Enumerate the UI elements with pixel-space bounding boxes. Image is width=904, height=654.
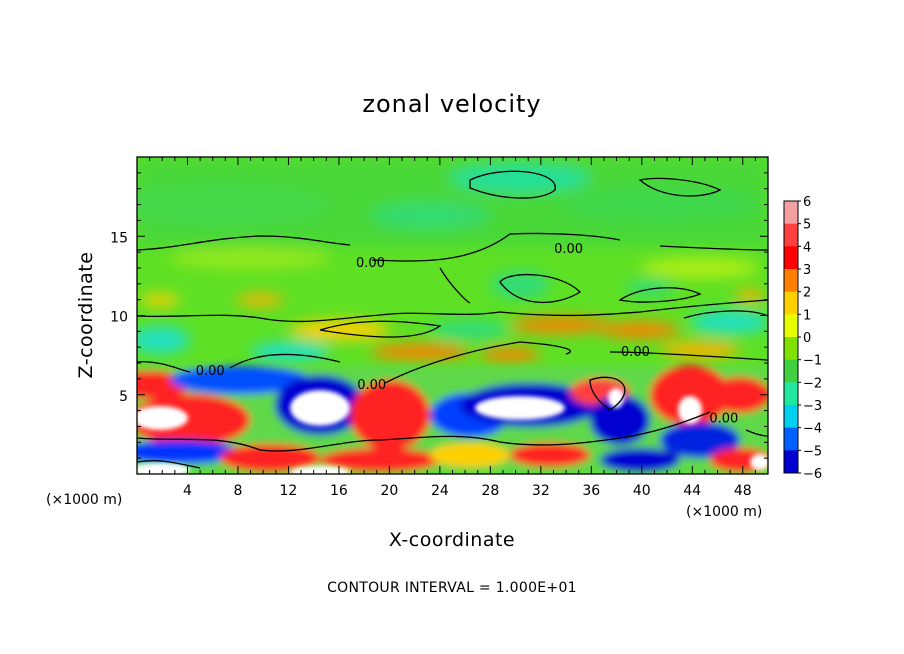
chart-title: zonal velocity [362,90,541,118]
colorbar-tick-label: 4 [803,240,811,255]
contour-labels: 0.00 0.00 0.00 0.00 0.00 0.00 [196,242,739,427]
contour-label: 0.00 [554,242,583,257]
colorbar-tick-label: 6 [803,195,811,210]
colorbar-frame [783,200,799,474]
colorbar-tick-label: −6 [803,467,822,482]
contour-interval-note: CONTOUR INTERVAL = 1.000E+01 [327,580,577,596]
contour-label: 0.00 [709,412,738,427]
x-unit-label-left: (×1000 m) [46,492,122,508]
x-tick-label: 28 [481,483,499,499]
x-tick-label: 20 [380,483,398,499]
colorbar-segment [784,337,798,361]
colorbar-segment [784,201,798,225]
x-tick-label: 16 [330,483,348,499]
contour-label: 0.00 [356,256,385,271]
contour-label: 0.00 [357,378,386,393]
x-tick-label: 4 [183,483,192,499]
x-tick-label: 8 [233,483,242,499]
colorbar-segment [784,359,798,383]
colorbar-segment [784,382,798,406]
contour-label: 0.00 [621,345,650,360]
colorbar-tick-label: −1 [803,354,822,369]
colorbar-tick-label: 2 [803,286,811,301]
colorbar-tick-label: −2 [803,376,822,391]
colorbar-tick-label: 5 [803,218,811,233]
y-tick-label: 10 [110,310,128,326]
x-tick-label: 12 [280,483,298,499]
axis-ticks [137,157,768,474]
y-tick-label: 15 [110,230,128,246]
colorbar: 6 5 4 3 2 1 0 −1 −2 −3 −4 −5 −6 [784,195,822,482]
colorbar-tick-label: −3 [803,399,822,414]
contour-label: 0.00 [196,364,225,379]
y-axis-label: Z-coordinate [75,252,97,379]
colorbar-segment [784,314,798,338]
x-tick-label: 40 [633,483,651,499]
colorbar-segment [784,269,798,293]
colorbar-segment [784,427,798,451]
colorbar-segment [784,246,798,270]
x-axis-label: X-coordinate [389,529,515,551]
colorbar-tick-label: 3 [803,263,811,278]
x-tick-label: 32 [532,483,550,499]
colorbar-segment [784,405,798,429]
x-tick-label: 24 [431,483,449,499]
colorbar-segment [784,223,798,247]
colorbar-tick-label: 0 [803,331,811,346]
x-tick-label: 44 [683,483,701,499]
y-tick-label: 5 [119,389,128,405]
colorbar-segment [784,450,798,474]
heatmap-field [137,157,768,474]
colorbar-tick-label: −4 [803,422,822,437]
colorbar-segment [784,291,798,315]
colorbar-tick-label: 1 [803,308,811,323]
colorbar-tick-label: −5 [803,444,822,459]
x-unit-label-right: (×1000 m) [686,504,762,520]
x-tick-label: 36 [582,483,600,499]
x-tick-label: 48 [734,483,752,499]
